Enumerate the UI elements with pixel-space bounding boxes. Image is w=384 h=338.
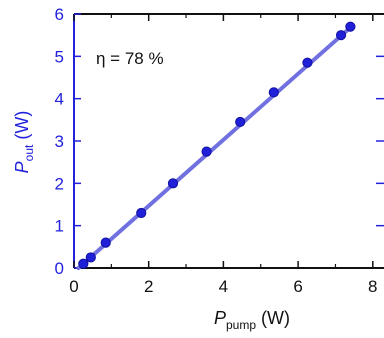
data-point bbox=[268, 87, 279, 98]
x-tick-label: 6 bbox=[293, 277, 302, 296]
y-tick-label: 2 bbox=[55, 174, 64, 193]
y-tick-label: 0 bbox=[55, 259, 64, 278]
data-point bbox=[78, 258, 89, 269]
y-tick-label: 1 bbox=[55, 217, 64, 236]
x-tick-label: 2 bbox=[144, 277, 153, 296]
x-axis-title: Ppump (W) bbox=[214, 308, 290, 332]
y-ticks: 0 1 2 3 4 5 6 bbox=[55, 5, 384, 278]
y-tick-label: 3 bbox=[55, 132, 64, 151]
data-point bbox=[335, 30, 347, 41]
y-tick-label: 5 bbox=[55, 47, 64, 66]
data-point bbox=[235, 116, 246, 128]
x-ticks: 0 2 4 6 8 bbox=[69, 14, 378, 296]
data-point bbox=[136, 207, 147, 219]
data-point bbox=[302, 57, 313, 68]
efficiency-annotation: η = 78 % bbox=[96, 49, 164, 68]
x-tick-label: 0 bbox=[69, 277, 78, 296]
y-axis-title-unit: (W) bbox=[12, 111, 32, 145]
y-axis-title: Pout (W) bbox=[12, 111, 36, 174]
y-tick-label: 4 bbox=[55, 90, 64, 109]
data-point bbox=[100, 237, 111, 248]
x-tick-label: 8 bbox=[368, 277, 377, 296]
data-point bbox=[345, 21, 356, 32]
x-tick-label: 4 bbox=[219, 277, 228, 296]
data-points bbox=[78, 21, 356, 269]
y-tick-label: 6 bbox=[55, 5, 64, 24]
data-point bbox=[167, 178, 179, 189]
y-axis-title-sub: out bbox=[22, 144, 36, 161]
x-axis-title-main: P bbox=[214, 308, 226, 328]
y-axis-title-main: P bbox=[12, 161, 32, 173]
x-axis-title-sub: pump bbox=[226, 318, 256, 332]
x-axis-title-unit: (W) bbox=[256, 308, 290, 328]
data-point bbox=[201, 146, 212, 157]
data-point bbox=[85, 252, 96, 263]
